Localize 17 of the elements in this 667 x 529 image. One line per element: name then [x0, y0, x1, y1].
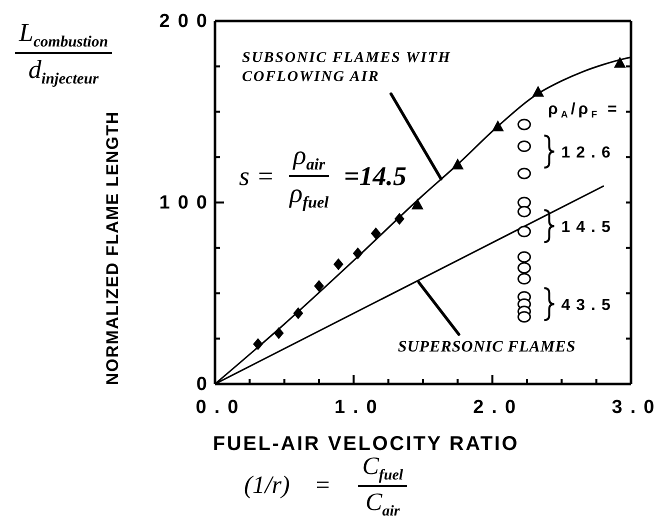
text: (1/r) = C$_{fuel}$ C$_{air}$	[244, 453, 404, 519]
text: L$_{combustion}$ d$_{injecteur}$	[19, 18, 108, 88]
annotation: 12.6	[561, 144, 616, 162]
annotation: SUBSONIC FLAMES WITH COFLOWING AIR	[242, 50, 452, 85]
x-tick-label: 2.0	[473, 397, 524, 418]
annotation: ρ$_{A}$/ρ$_{F}$ =	[548, 101, 620, 120]
y-tick-label: 100	[159, 192, 215, 214]
y-axis-title: NORMALIZED FLAME LENGTH	[103, 110, 122, 386]
y-tick-label: 200	[159, 11, 215, 32]
x-tick-label: 0.0	[196, 397, 246, 418]
x-axis-title: FUEL-AIR VELOCITY RATIO	[212, 433, 520, 455]
x-tick-label: 1.0	[334, 397, 385, 418]
annotation: SUPERSONIC FLAMES	[398, 338, 576, 356]
x-tick-label: 3.0	[612, 397, 662, 418]
annotation: 14.5	[561, 218, 616, 236]
y-tick-label: 0	[196, 374, 215, 395]
annotation: 43.5	[561, 296, 616, 314]
